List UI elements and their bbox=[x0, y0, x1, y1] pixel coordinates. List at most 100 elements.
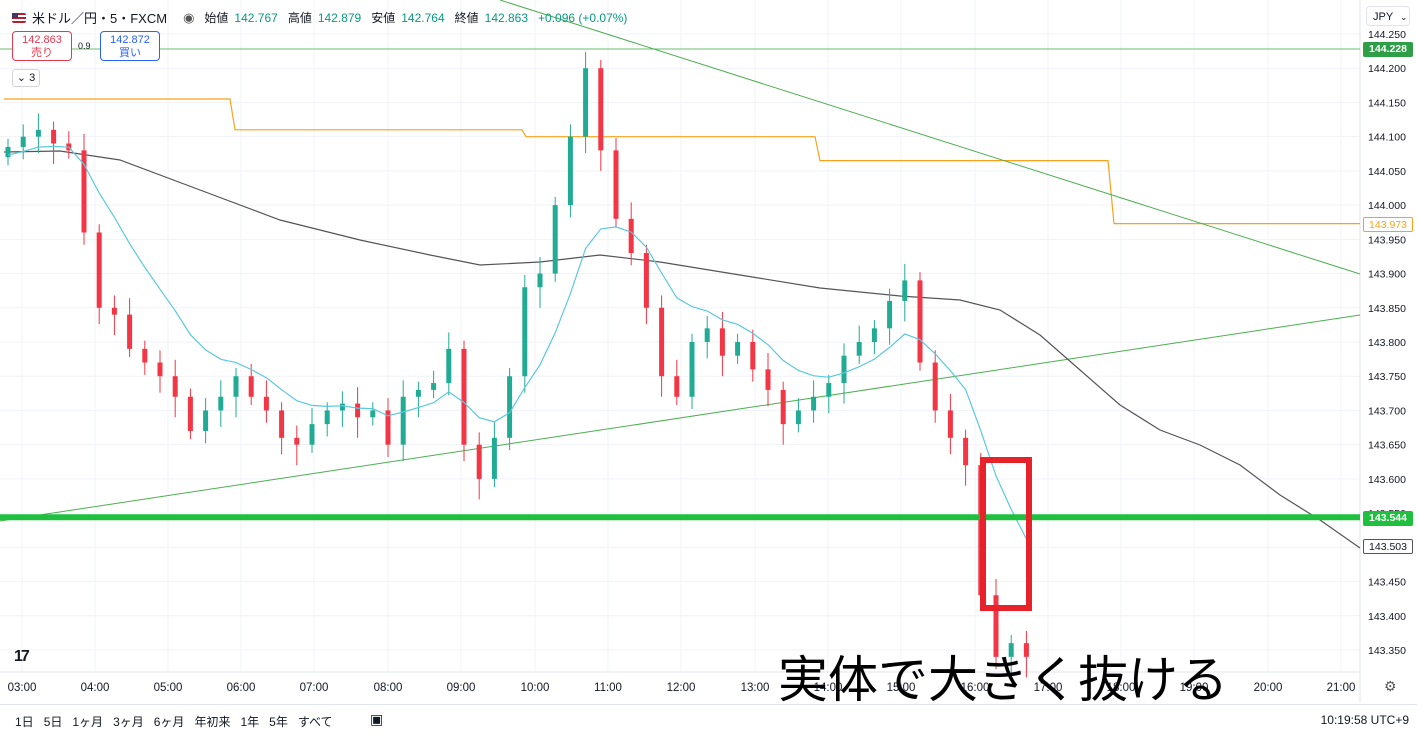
range-3m[interactable]: 3ヶ月 bbox=[113, 715, 144, 729]
spread-value: 0.9 bbox=[78, 41, 91, 51]
low-label: 安値 bbox=[371, 11, 396, 25]
fast-moving-average bbox=[7, 145, 1027, 540]
candle-body bbox=[461, 348, 467, 445]
candle-body bbox=[248, 376, 254, 397]
symbol-header: 米ドル／円・5・FXCM ◉ 始値 142.767 高値 142.879 安値 142… bbox=[12, 8, 631, 27]
symbol-name[interactable]: 米ドル／円・5・FXCM bbox=[32, 11, 168, 26]
range-1m[interactable]: 1ヶ月 bbox=[72, 715, 104, 729]
candle-body bbox=[431, 383, 437, 390]
candle-body bbox=[735, 342, 741, 356]
candle-body bbox=[719, 328, 725, 356]
range-buttons: 1日 5日 1ヶ月 3ヶ月 6ヶ月 年初来 1年 5年 すべて bbox=[10, 713, 338, 730]
y-tick-label: 143.850 bbox=[1368, 303, 1406, 315]
range-ytd[interactable]: 年初来 bbox=[194, 715, 231, 729]
candle-body bbox=[51, 129, 57, 144]
candle-body bbox=[355, 403, 361, 418]
y-tick-label: 143.650 bbox=[1368, 440, 1406, 452]
x-tick-label: 13:00 bbox=[741, 682, 770, 694]
y-tick-label: 144.250 bbox=[1368, 29, 1406, 41]
candle-body bbox=[841, 355, 847, 384]
sell-button[interactable]: 142.863 売り bbox=[12, 31, 72, 61]
gear-icon[interactable]: ⚙ bbox=[1384, 678, 1397, 694]
candle-body bbox=[172, 376, 178, 397]
candle-body bbox=[765, 369, 771, 390]
us-flag-icon bbox=[12, 12, 26, 23]
range-1y[interactable]: 1年 bbox=[240, 715, 260, 729]
x-tick-label: 15:00 bbox=[887, 682, 916, 694]
candle-body bbox=[111, 307, 117, 315]
calendar-icon[interactable]: ▣ bbox=[370, 711, 384, 727]
candle-body bbox=[750, 342, 756, 370]
eye-icon[interactable]: ◉ bbox=[183, 9, 195, 25]
range-5y[interactable]: 5年 bbox=[269, 715, 288, 729]
y-tick-label: 143.950 bbox=[1368, 234, 1406, 246]
sell-price: 142.863 bbox=[22, 34, 62, 46]
candle-body bbox=[157, 362, 163, 377]
candle-body bbox=[902, 280, 908, 301]
clock[interactable]: 10:19:58 UTC+9 bbox=[1320, 713, 1409, 727]
price-label-orange: 143.973 bbox=[1363, 217, 1413, 232]
price-chart[interactable]: 144.250 144.200 144.150 144.100 144.050 144.0… bbox=[0, 0, 1417, 702]
candle-body bbox=[826, 383, 832, 397]
open-value: 142.767 bbox=[234, 10, 278, 25]
candle-body bbox=[932, 362, 938, 411]
x-tick-label: 10:00 bbox=[521, 682, 550, 694]
x-tick-label: 09:00 bbox=[447, 682, 476, 694]
candle-body bbox=[583, 68, 589, 137]
y-tick-label: 144.150 bbox=[1368, 97, 1406, 109]
currency-value: JPY bbox=[1373, 11, 1393, 23]
x-tick-label: 06:00 bbox=[227, 682, 256, 694]
high-value: 142.879 bbox=[317, 10, 362, 25]
x-tick-label: 14:00 bbox=[814, 682, 843, 694]
y-tick-label: 144.050 bbox=[1368, 166, 1406, 178]
price-label-ma: 143.503 bbox=[1363, 539, 1413, 554]
candle-body bbox=[339, 403, 345, 411]
range-5d[interactable]: 5日 bbox=[43, 715, 63, 729]
chart-area[interactable]: 144.250 144.200 144.150 144.100 144.050 144.0… bbox=[0, 0, 1417, 709]
candle-body bbox=[233, 376, 239, 397]
y-tick-label: 144.100 bbox=[1368, 132, 1406, 144]
x-tick-label: 19:00 bbox=[1180, 682, 1209, 694]
y-tick-label: 143.900 bbox=[1368, 269, 1406, 281]
candle-body bbox=[628, 218, 634, 254]
x-tick-label: 17:00 bbox=[1034, 682, 1063, 694]
slow-moving-average bbox=[3, 150, 1361, 549]
candle-body bbox=[993, 595, 999, 657]
chevron-down-icon: ⌄ bbox=[16, 72, 27, 84]
candle-body bbox=[142, 348, 148, 363]
y-tick-label: 144.200 bbox=[1368, 63, 1406, 75]
low-value: 142.764 bbox=[401, 10, 445, 25]
close-label: 終値 bbox=[454, 11, 479, 25]
close-value: 142.863 bbox=[484, 10, 529, 25]
annotation-text: 実体で大きく抜ける bbox=[778, 651, 1228, 709]
y-tick-label: 143.750 bbox=[1368, 371, 1406, 383]
descending-trendline bbox=[499, 0, 1361, 275]
indicator-count: 3 bbox=[29, 72, 36, 84]
x-tick-label: 20:00 bbox=[1254, 682, 1283, 694]
candle-body bbox=[674, 376, 680, 397]
range-all[interactable]: すべて bbox=[297, 715, 333, 729]
candle-body bbox=[643, 253, 649, 308]
x-tick-label: 18:00 bbox=[1107, 682, 1136, 694]
candle-body bbox=[187, 396, 193, 431]
candle-body bbox=[947, 410, 953, 438]
candle-body bbox=[20, 136, 26, 147]
tradingview-logo[interactable]: 17 bbox=[14, 648, 30, 665]
x-tick-label: 04:00 bbox=[81, 682, 110, 694]
candle-body bbox=[811, 396, 817, 411]
x-tick-label: 07:00 bbox=[300, 682, 329, 694]
chevron-down-icon: ⌄ bbox=[1400, 12, 1408, 22]
range-1d[interactable]: 1日 bbox=[15, 715, 34, 729]
candle-body bbox=[415, 389, 421, 397]
buy-button[interactable]: 142.872 買い bbox=[100, 31, 160, 61]
orange-step-line bbox=[4, 98, 1360, 225]
currency-select[interactable]: JPY ⌄ bbox=[1366, 6, 1410, 26]
range-6m[interactable]: 6ヶ月 bbox=[153, 715, 185, 729]
indicator-toggle[interactable]: ⌄ 3 bbox=[12, 69, 40, 87]
candle-body bbox=[659, 307, 665, 377]
candle-body bbox=[491, 437, 497, 479]
candle-body bbox=[1008, 643, 1014, 657]
x-tick-label: 08:00 bbox=[374, 682, 403, 694]
x-tick-label: 11:00 bbox=[594, 682, 622, 694]
y-tick-label: 143.350 bbox=[1368, 645, 1406, 657]
